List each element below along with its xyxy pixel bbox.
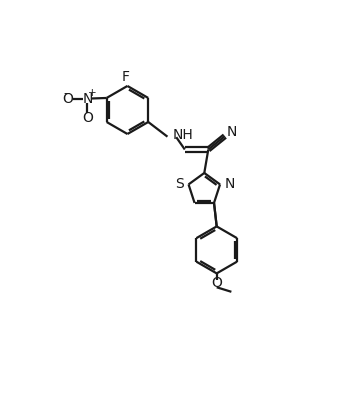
Text: O: O	[211, 276, 222, 290]
Text: NH: NH	[172, 128, 193, 141]
Text: F: F	[122, 70, 130, 84]
Text: N: N	[226, 125, 237, 139]
Text: O: O	[82, 111, 93, 125]
Text: N: N	[225, 177, 235, 191]
Text: S: S	[175, 177, 184, 191]
Text: +: +	[88, 88, 96, 98]
Text: –: –	[63, 87, 69, 100]
Text: N: N	[82, 92, 92, 106]
Text: O: O	[63, 92, 73, 106]
